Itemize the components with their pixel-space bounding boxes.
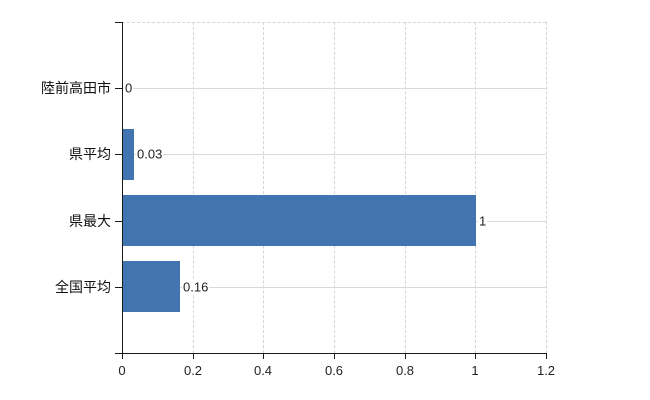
x-tick-label: 0.6 xyxy=(324,363,344,378)
vertical-gridline xyxy=(334,22,335,353)
y-category-label: 県平均 xyxy=(69,146,111,162)
bar xyxy=(123,129,134,180)
x-axis-tick xyxy=(193,353,194,359)
y-category-label: 陸前高田市 xyxy=(41,80,111,96)
x-axis-tick xyxy=(122,353,123,359)
vertical-gridline xyxy=(192,22,194,353)
bar-value-label: 0 xyxy=(124,80,134,96)
x-axis-tick xyxy=(334,353,335,359)
y-category-label: 県最大 xyxy=(69,213,111,229)
x-tick-label: 0 xyxy=(118,363,126,378)
y-axis-tick xyxy=(115,154,122,155)
x-tick-label: 1.2 xyxy=(536,363,556,378)
y-axis-line xyxy=(122,22,123,354)
bar-value-label: 0.03 xyxy=(136,146,164,162)
bar xyxy=(123,261,180,312)
y-axis-tick xyxy=(115,287,122,288)
vertical-gridline xyxy=(263,22,265,353)
x-tick-label: 0.2 xyxy=(183,363,203,378)
vertical-gridline xyxy=(404,22,406,353)
category-gridline xyxy=(122,88,546,89)
x-tick-label: 0.4 xyxy=(253,363,273,378)
y-axis-tick xyxy=(115,221,122,222)
category-gridline xyxy=(122,154,546,155)
bar-value-label: 1 xyxy=(478,213,488,229)
category-gridline xyxy=(122,287,546,288)
y-category-label: 全国平均 xyxy=(55,279,111,295)
bar xyxy=(123,195,476,246)
y-axis-tick xyxy=(115,88,122,89)
x-tick-label: 1 xyxy=(471,363,479,378)
vertical-gridline xyxy=(546,22,547,353)
x-axis-tick xyxy=(263,353,264,359)
y-axis-tick xyxy=(115,22,122,23)
bar-value-label: 0.16 xyxy=(182,279,210,295)
x-tick-label: 0.8 xyxy=(395,363,415,378)
y-axis-tick xyxy=(115,353,122,354)
x-axis-tick xyxy=(546,353,547,359)
x-axis-tick xyxy=(405,353,406,359)
plot-top-gridline xyxy=(122,22,546,23)
vertical-gridline xyxy=(475,22,477,353)
x-axis-tick xyxy=(475,353,476,359)
